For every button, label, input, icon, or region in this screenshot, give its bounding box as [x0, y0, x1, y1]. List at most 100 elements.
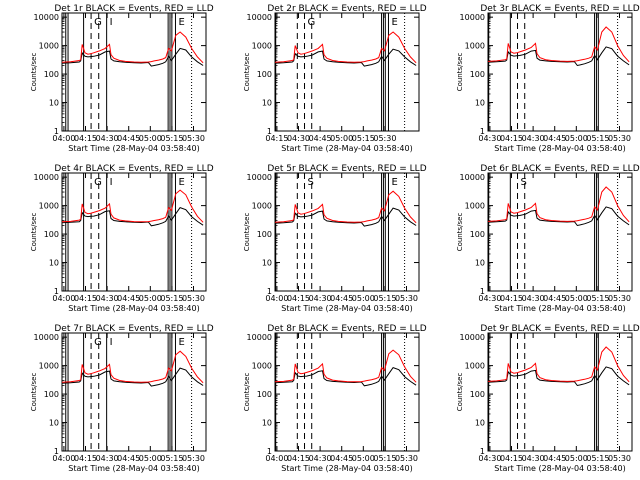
y-tick-label: 1000 — [252, 362, 272, 371]
x-tick-label: 04:30 — [96, 134, 119, 143]
y-tick-label: 10 — [475, 419, 485, 428]
y-axis-label: Counts/sec — [30, 373, 38, 412]
events-series-line — [487, 46, 630, 67]
y-axis-label: Counts/sec — [456, 53, 464, 92]
y-tick-label: 1000 — [465, 362, 485, 371]
lld-series-line — [274, 349, 417, 383]
y-tick-label: 10000 — [460, 333, 485, 342]
y-tick-label: 1000 — [39, 362, 59, 371]
y-tick-label: 1 — [480, 287, 485, 296]
event-marker-label: I — [110, 177, 113, 188]
y-tick-label: 10 — [49, 419, 59, 428]
y-tick-label: 1 — [54, 447, 59, 456]
y-axis-label: Counts/sec — [456, 213, 464, 252]
y-tick-label: 100 — [257, 230, 272, 239]
x-tick-label: 05:30 — [373, 134, 396, 143]
x-tick-label: 04:45 — [330, 454, 353, 463]
event-marker-label: G — [94, 337, 102, 348]
x-axis-label: Start Time (28-May-04 03:58:40) — [281, 144, 412, 153]
x-tick-label: 05:15 — [586, 454, 609, 463]
x-axis-label: Start Time (28-May-04 03:58:40) — [68, 304, 199, 313]
x-tick-label: 05:30 — [182, 454, 205, 463]
x-tick-label: 04:15 — [74, 294, 97, 303]
y-axis-label: Counts/sec — [30, 213, 38, 252]
chart-panel: Det 7r BLACK = Events, RED = LLD 1 10 100 10… — [30, 324, 214, 473]
x-tick-label: 05:00 — [565, 294, 588, 303]
x-tick-label: 04:45 — [309, 134, 332, 143]
event-marker-label: E — [178, 337, 184, 348]
y-axis-label: Counts/sec — [30, 53, 38, 92]
x-tick-label: 04:30 — [96, 454, 119, 463]
events-series-line — [487, 206, 630, 227]
chart-panel: Det 9r BLACK = Events, RED = LLD 1 10 100 10… — [456, 324, 640, 473]
y-tick-label: 1000 — [252, 42, 272, 51]
y-tick-label: 100 — [257, 390, 272, 399]
x-tick-label: 05:30 — [608, 294, 631, 303]
events-series-line — [61, 367, 204, 387]
lld-series-line — [487, 26, 630, 63]
lld-series-line — [61, 350, 204, 384]
event-marker-label: S — [521, 177, 527, 188]
x-tick-label: 04:30 — [478, 134, 501, 143]
events-series-line — [61, 47, 204, 67]
x-tick-label: 04:00 — [265, 294, 288, 303]
event-marker-label: I — [110, 17, 113, 28]
x-tick-label: 05:00 — [565, 454, 588, 463]
y-tick-label: 10000 — [460, 173, 485, 182]
x-axis-label: Start Time (28-May-04 03:58:40) — [281, 464, 412, 473]
y-tick-label: 1 — [54, 287, 59, 296]
x-tick-label: 05:00 — [352, 294, 375, 303]
x-tick-label: 04:30 — [478, 294, 501, 303]
chart-title: Det 6r BLACK = Events, RED = LLD — [480, 164, 639, 174]
plot-frame — [487, 332, 633, 452]
x-tick-label: 05:30 — [182, 134, 205, 143]
x-tick-label: 04:15 — [265, 134, 288, 143]
x-axis-label: Start Time (28-May-04 03:58:40) — [494, 304, 625, 313]
plot-frame — [274, 12, 420, 132]
lld-series-line — [487, 186, 630, 223]
x-tick-label: 05:00 — [139, 294, 162, 303]
events-series-line — [274, 48, 417, 67]
chart-panel: Det 8r BLACK = Events, RED = LLD 1 10 100 10… — [243, 324, 427, 473]
x-tick-label: 04:30 — [522, 454, 545, 463]
y-tick-label: 1 — [480, 127, 485, 136]
x-tick-label: 04:15 — [74, 454, 97, 463]
x-tick-label: 04:45 — [543, 134, 566, 143]
events-series-line — [274, 366, 417, 387]
chart-title: Det 2r BLACK = Events, RED = LLD — [267, 4, 426, 14]
y-tick-label: 1 — [267, 447, 272, 456]
x-tick-label: 04:30 — [309, 454, 332, 463]
y-tick-label: 10000 — [247, 13, 272, 22]
chart-title: Det 5r BLACK = Events, RED = LLD — [267, 164, 426, 174]
y-tick-label: 100 — [257, 70, 272, 79]
event-marker-label: E — [391, 177, 397, 188]
x-tick-label: 04:00 — [265, 454, 288, 463]
x-tick-label: 04:45 — [117, 134, 140, 143]
y-tick-label: 1000 — [39, 202, 59, 211]
y-tick-label: 1 — [480, 447, 485, 456]
event-marker-label: I — [110, 337, 113, 348]
y-tick-label: 10 — [262, 99, 272, 108]
x-tick-label: 04:15 — [500, 454, 523, 463]
x-tick-label: 05:00 — [139, 454, 162, 463]
y-tick-label: 100 — [44, 230, 59, 239]
x-axis-label: Start Time (28-May-04 03:58:40) — [281, 304, 412, 313]
x-tick-label: 04:45 — [543, 294, 566, 303]
event-marker-label: E — [178, 17, 184, 28]
x-tick-label: 04:30 — [522, 294, 545, 303]
x-axis-label: Start Time (28-May-04 03:58:40) — [494, 144, 625, 153]
chart-title: Det 7r BLACK = Events, RED = LLD — [54, 324, 213, 334]
plot-frame — [274, 172, 420, 292]
y-tick-label: 10 — [475, 259, 485, 268]
x-tick-label: 05:15 — [373, 294, 396, 303]
events-series-line — [274, 207, 417, 227]
x-tick-label: 04:30 — [309, 294, 332, 303]
y-tick-label: 1000 — [465, 202, 485, 211]
x-tick-label: 04:15 — [500, 294, 523, 303]
plot-frame — [61, 12, 207, 132]
chart-panel: Det 1r BLACK = Events, RED = LLD 1 10 100 10… — [30, 4, 214, 153]
plot-frame — [487, 12, 633, 132]
event-marker-label: G — [94, 177, 102, 188]
lld-series-line — [61, 189, 204, 223]
